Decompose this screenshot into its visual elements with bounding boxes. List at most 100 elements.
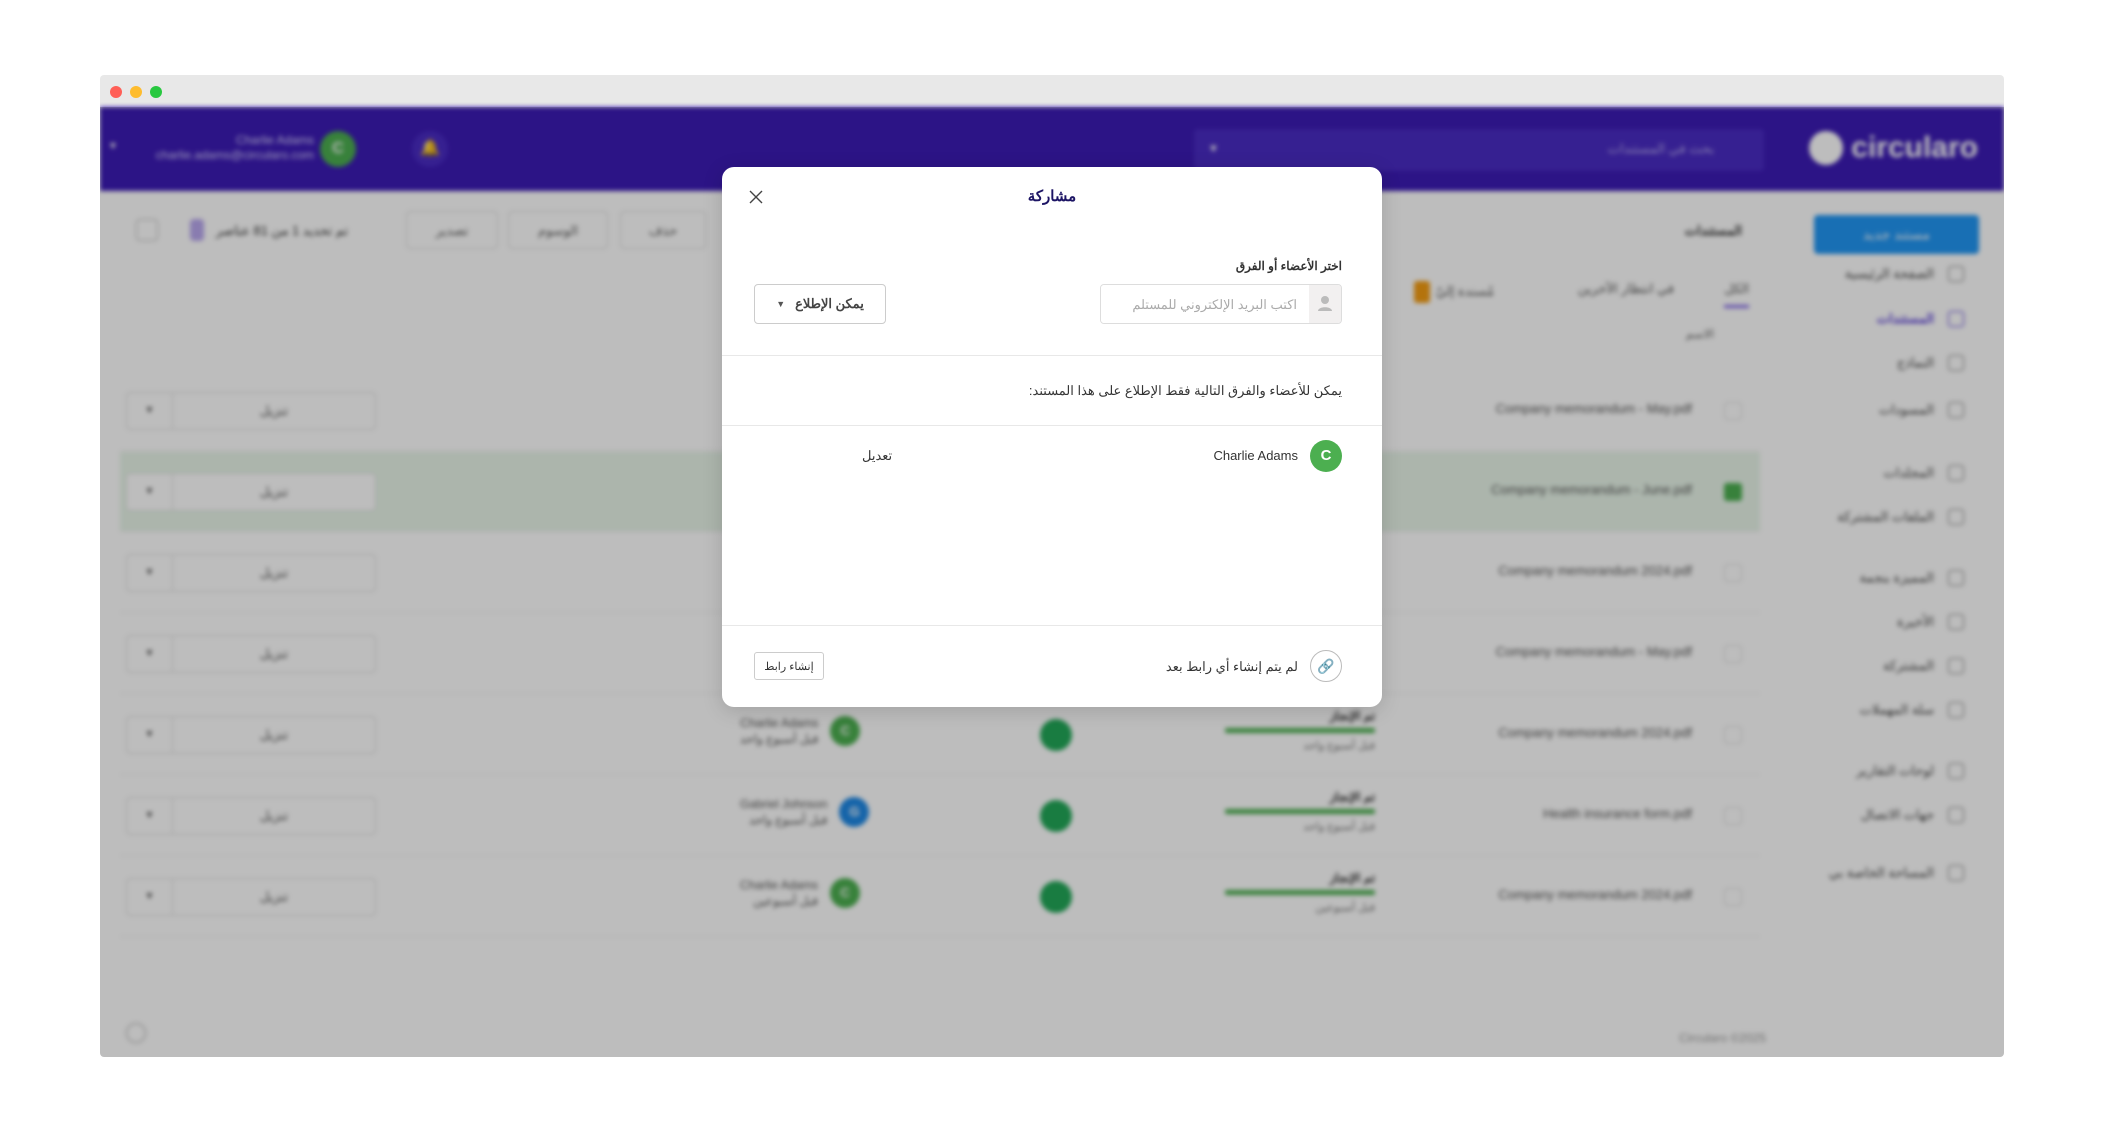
chevron-down-icon[interactable]: ▼: [127, 474, 173, 510]
download-label: تنزيل: [259, 889, 289, 904]
sidebar-item[interactable]: المسودات: [1879, 402, 1964, 418]
logo[interactable]: circularo: [1809, 131, 1978, 165]
divider: [722, 625, 1382, 626]
sidebar-item[interactable]: المستندات: [1877, 311, 1964, 327]
download-button[interactable]: ▼ تنزيل: [126, 716, 376, 754]
sidebar-item[interactable]: سلة المهملات: [1860, 702, 1964, 718]
row-checkbox[interactable]: [1724, 726, 1742, 744]
chevron-down-icon[interactable]: ▼: [127, 798, 173, 834]
minimize-window-button[interactable]: [130, 86, 142, 98]
row-checkbox[interactable]: [1724, 483, 1742, 501]
sidebar-item-label: النماذج: [1896, 355, 1934, 370]
download-button[interactable]: ▼ تنزيل: [126, 635, 376, 673]
sidebar-item[interactable]: المساحة الخاصة بي: [1829, 865, 1964, 881]
status: تم الإنجاز قبل أسبوع واحد: [1225, 709, 1375, 752]
grid-view-icon[interactable]: [136, 219, 158, 241]
search-input[interactable]: بحث في المستندات ▼: [1194, 129, 1764, 171]
member-role[interactable]: تعديل: [862, 448, 893, 463]
recipient-email-field[interactable]: [1100, 284, 1342, 324]
status-time: قبل أسبوع واحد: [1303, 740, 1375, 752]
tags-button[interactable]: الوسوم: [508, 211, 608, 249]
sidebar-item[interactable]: المميزة بنجمة: [1859, 570, 1964, 586]
user-name: Charlie Adams: [235, 133, 314, 147]
file-name[interactable]: Company memorandum 2024.pdf: [1498, 887, 1692, 902]
window-titlebar: [100, 75, 2004, 107]
column-header-name[interactable]: الاسم: [1685, 327, 1714, 341]
document-tabs: الكل في انتظار الآخرين مُسندة إليّ: [304, 271, 2004, 311]
user-info[interactable]: Charlie Adams charlie.adams@circularo.com: [156, 133, 314, 163]
owner-name: Charlie Adams: [740, 716, 819, 730]
owner-time: قبل أسبوع واحد: [740, 732, 819, 746]
sidebar-item-label: المميزة بنجمة: [1859, 570, 1934, 585]
status-label: تم الإنجاز: [1329, 709, 1375, 723]
footer-copyright: Circularo ©2025: [1679, 1031, 1766, 1045]
recipient-email-input[interactable]: [1101, 285, 1309, 323]
close-window-button[interactable]: [110, 86, 122, 98]
table-row[interactable]: Company memorandum 2024.pdf تم الإنجاز قبل…: [120, 695, 1760, 775]
table-row[interactable]: Health insurance form.pdf تم الإنجاز قبل أ…: [120, 776, 1760, 856]
sidebar-item-label: المجلدات: [1883, 465, 1934, 480]
row-checkbox[interactable]: [1724, 807, 1742, 825]
file-name[interactable]: Company memorandum 2024.pdf: [1498, 725, 1692, 740]
download-button[interactable]: ▼ تنزيل: [126, 878, 376, 916]
row-checkbox[interactable]: [1724, 402, 1742, 420]
user-avatar[interactable]: C: [320, 131, 356, 167]
download-button[interactable]: ▼ تنزيل: [126, 797, 376, 835]
sidebar-item[interactable]: النماذج: [1897, 355, 1964, 371]
chevron-down-icon[interactable]: ▼: [127, 393, 173, 429]
file-name[interactable]: Company memorandum - June.pdf: [1491, 482, 1692, 497]
delete-button[interactable]: حذف: [620, 211, 706, 249]
owner-name: Charlie Adams: [740, 878, 819, 892]
sidebar-item[interactable]: لوحات التقارير: [1856, 763, 1964, 779]
download-label: تنزيل: [259, 727, 289, 742]
download-label: تنزيل: [259, 484, 289, 499]
tab-all[interactable]: الكل: [1724, 281, 1749, 308]
access-info-text: يمكن للأعضاء والفرق التالية فقط الإطلاع …: [1028, 383, 1342, 398]
avatar: C: [830, 716, 861, 746]
chevron-down-icon[interactable]: ▼: [127, 717, 173, 753]
sidebar-item-label: لوحات التقارير: [1856, 763, 1934, 778]
download-button[interactable]: ▼ تنزيل: [126, 473, 376, 511]
chevron-down-icon[interactable]: ▼: [127, 879, 173, 915]
sidebar-item[interactable]: المشتركة: [1883, 658, 1964, 674]
file-name[interactable]: Company memorandum 2024.pdf: [1498, 563, 1692, 578]
maximize-window-button[interactable]: [150, 86, 162, 98]
sidebar-item[interactable]: الصفحة الرئيسية: [1845, 266, 1964, 282]
download-button[interactable]: ▼ تنزيل: [126, 392, 376, 430]
folder-icon: [1948, 465, 1964, 481]
sidebar-item[interactable]: جهات الاتصال: [1861, 807, 1964, 823]
star-icon: [1948, 570, 1964, 586]
list-view-icon[interactable]: [190, 219, 204, 241]
chevron-down-icon[interactable]: ▼: [108, 141, 118, 152]
sidebar-item-label: الأخيرة: [1897, 614, 1934, 629]
file-name[interactable]: Company memorandum - May.pdf: [1495, 644, 1692, 659]
create-link-button[interactable]: إنشاء رابط: [754, 652, 824, 680]
export-button[interactable]: تصدير: [406, 211, 498, 249]
row-checkbox[interactable]: [1724, 888, 1742, 906]
download-button[interactable]: ▼ تنزيل: [126, 554, 376, 592]
table-row[interactable]: Company memorandum 2024.pdf تم الإنجاز قبل…: [120, 857, 1760, 937]
avatar: G: [839, 797, 870, 827]
row-checkbox[interactable]: [1724, 564, 1742, 582]
tab-assigned-to-me[interactable]: مُسندة إليّ: [1413, 281, 1494, 303]
file-name[interactable]: Company memorandum - May.pdf: [1495, 401, 1692, 416]
clock-icon: [1948, 614, 1964, 630]
chevron-down-icon[interactable]: ▼: [127, 555, 173, 591]
sidebar-item[interactable]: المجلدات: [1884, 465, 1964, 481]
chevron-down-icon[interactable]: ▼: [1208, 143, 1219, 155]
search-placeholder: بحث في المستندات: [1607, 141, 1714, 156]
close-icon[interactable]: [746, 187, 766, 207]
chevron-down-icon[interactable]: ▼: [127, 636, 173, 672]
sidebar-item-label: الملفات المشتركة: [1837, 509, 1934, 524]
owner: Gabriel Johnson قبل أسبوع واحد G: [740, 796, 870, 828]
permission-dropdown[interactable]: يمكن الإطلاع ▼: [754, 284, 886, 324]
row-checkbox[interactable]: [1724, 645, 1742, 663]
tab-waiting-others[interactable]: في انتظار الآخرين: [1577, 281, 1674, 296]
bell-icon[interactable]: 🔔: [412, 131, 448, 167]
sidebar-item-label: الصفحة الرئيسية: [1844, 266, 1934, 281]
new-document-button[interactable]: مستند جديد: [1814, 215, 1979, 254]
help-icon[interactable]: [126, 1023, 146, 1043]
sidebar-item[interactable]: الأخيرة: [1897, 614, 1964, 630]
sidebar-item[interactable]: الملفات المشتركة: [1837, 509, 1964, 525]
file-name[interactable]: Health insurance form.pdf: [1543, 806, 1692, 821]
